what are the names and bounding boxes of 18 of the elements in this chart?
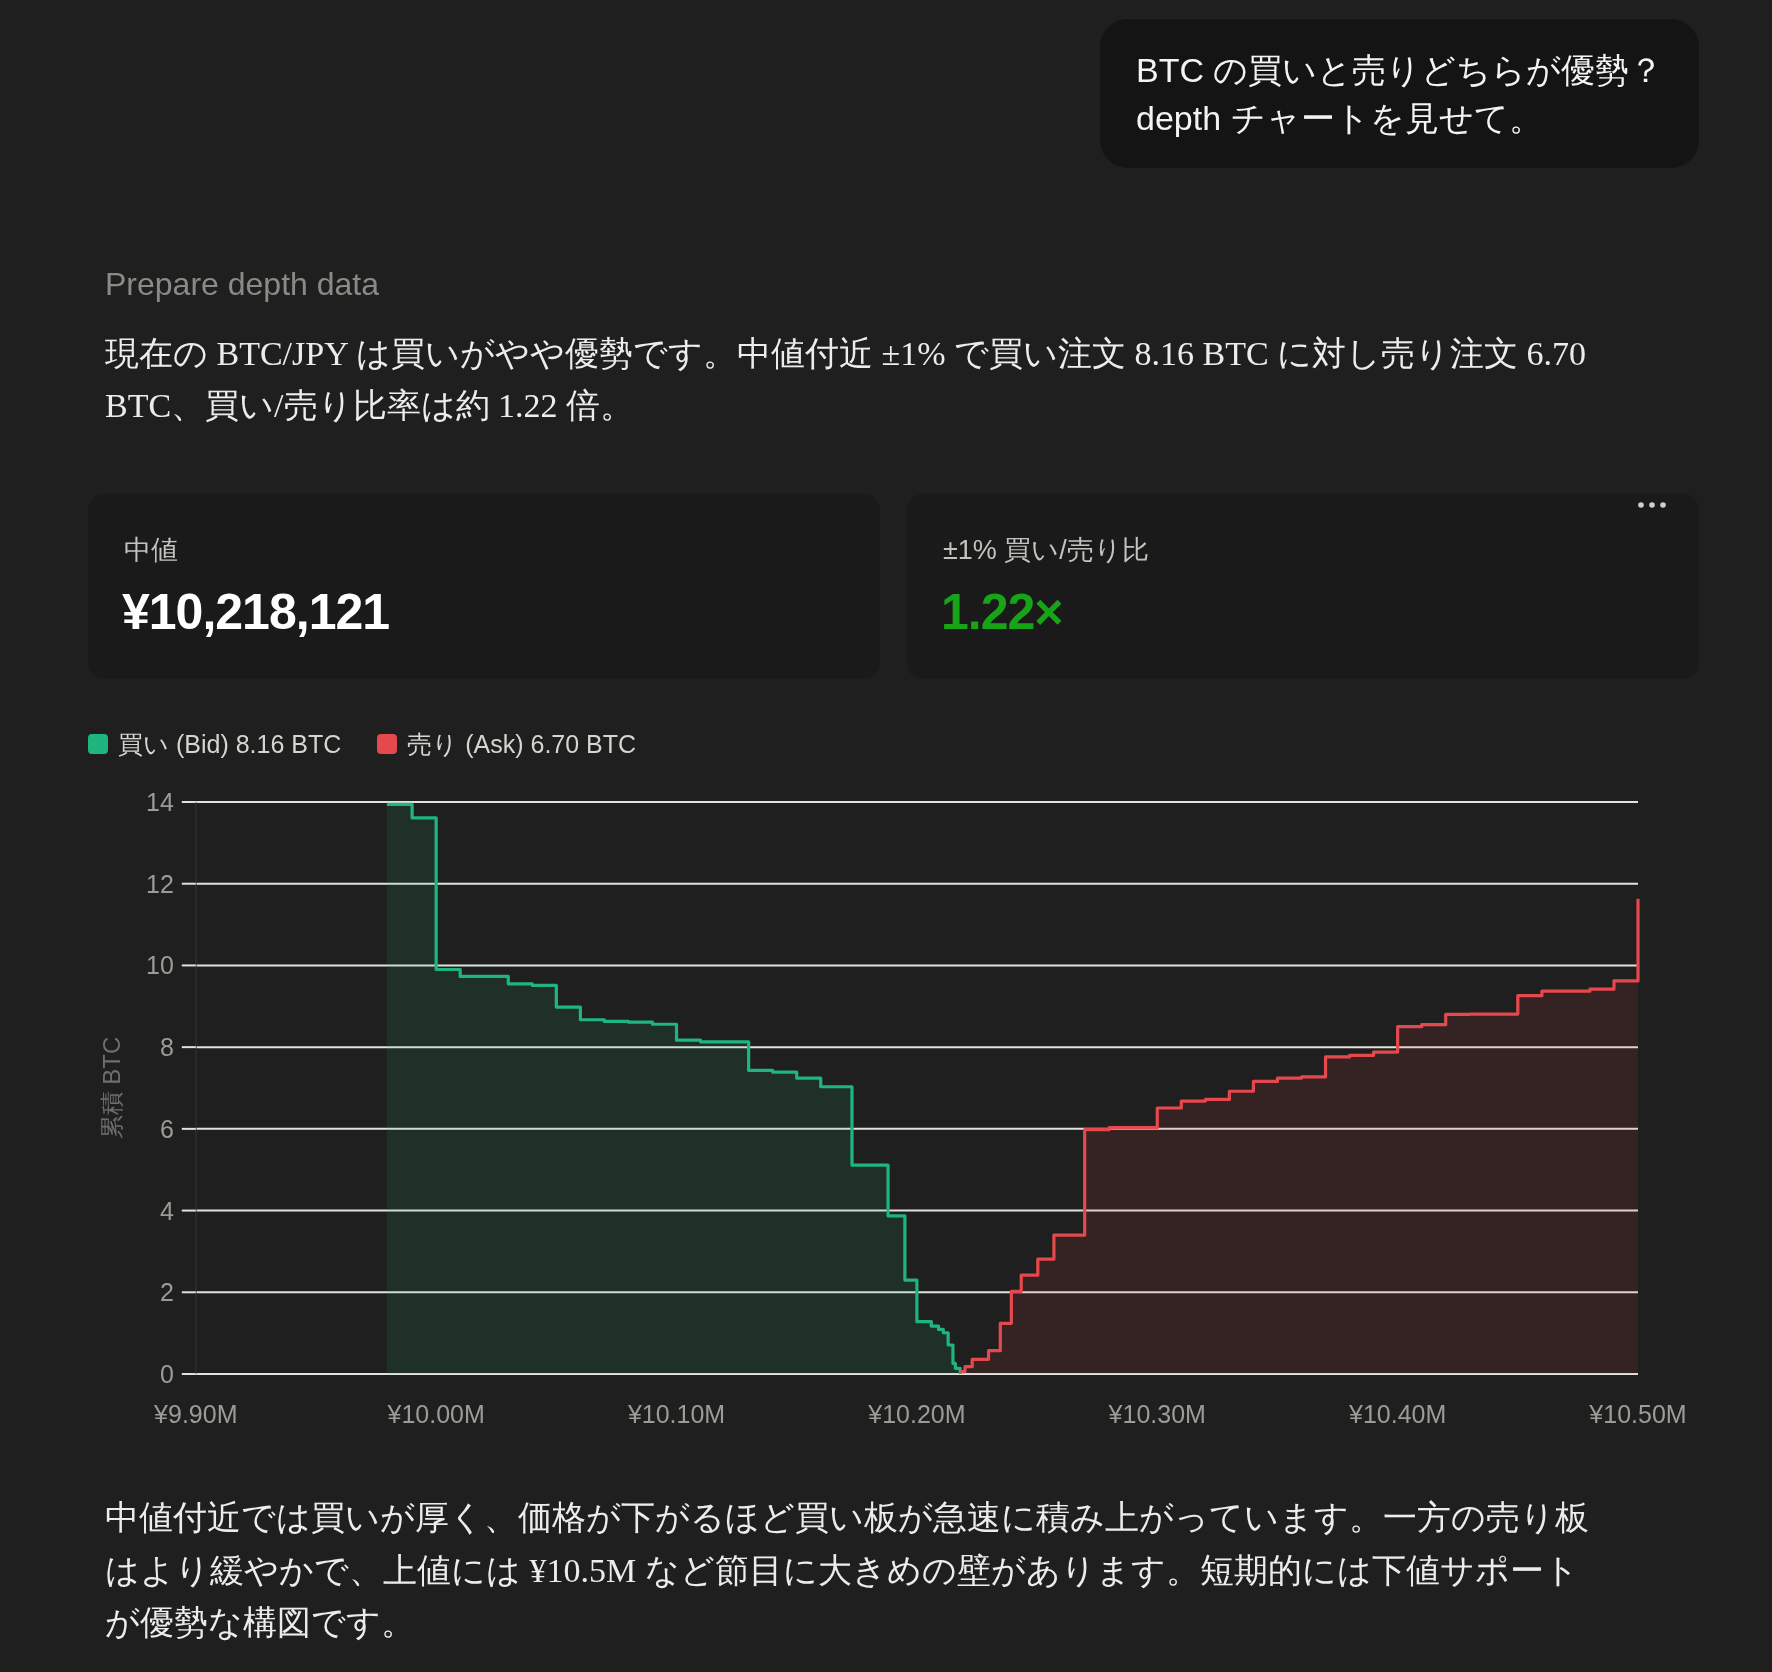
- x-tick-label: ¥10.00M: [386, 1400, 485, 1428]
- x-tick-label: ¥10.20M: [867, 1400, 966, 1428]
- y-tick-label: 12: [145, 869, 174, 898]
- y-tick-label: 4: [159, 1196, 174, 1225]
- card-title: ±1% 買い/売り比: [943, 534, 1149, 566]
- x-tick-label: ¥10.40M: [1347, 1400, 1447, 1428]
- y-tick-label: 0: [159, 1360, 174, 1388]
- y-tick-label: 8: [159, 1033, 174, 1062]
- x-tick-label: ¥10.30M: [1107, 1400, 1206, 1428]
- card-title: 中値: [124, 534, 178, 566]
- y-tick-label: 14: [145, 788, 174, 816]
- x-tick-label: ¥10.50M: [1588, 1400, 1687, 1428]
- x-tick-label: ¥9.90M: [153, 1400, 238, 1428]
- y-tick-label: 6: [159, 1114, 174, 1143]
- y-tick-label: 10: [145, 951, 174, 980]
- y-tick-label: 2: [159, 1278, 174, 1307]
- y-axis-title: 累積 BTC: [97, 1036, 125, 1140]
- x-tick-label: ¥10.10M: [626, 1400, 726, 1428]
